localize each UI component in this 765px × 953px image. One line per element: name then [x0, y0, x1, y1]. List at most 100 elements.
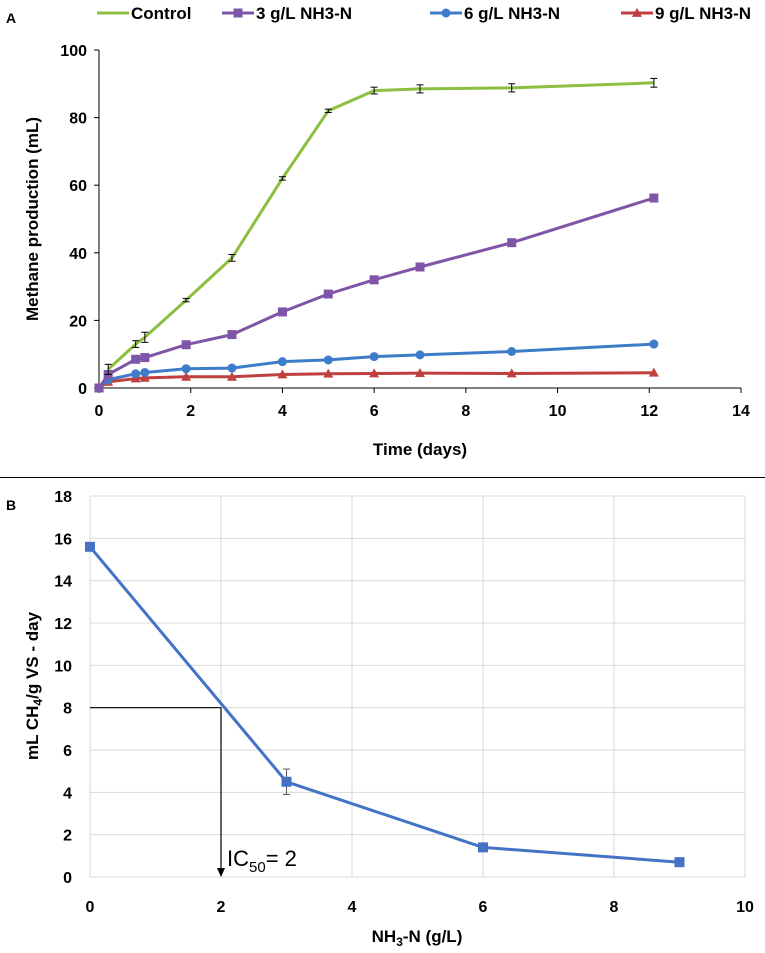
data-point — [94, 383, 104, 393]
data-point — [181, 371, 192, 381]
series-3-g-l-nh3-n — [94, 193, 659, 393]
legend-marker — [441, 8, 451, 18]
legend-label: 6 g/L NH3-N — [464, 4, 560, 23]
data-point — [277, 369, 288, 379]
data-point — [507, 346, 517, 356]
series-line — [88, 545, 680, 864]
ic50-label: IC50= 2 — [227, 846, 297, 876]
y-axis-title-b: mL CH4/g VS - day — [23, 611, 45, 760]
x-tick-label: 0 — [95, 403, 104, 420]
data-point — [323, 289, 333, 299]
data-point — [369, 275, 379, 285]
y-tick-label: 18 — [54, 489, 72, 506]
x-tick-label: 4 — [348, 899, 357, 916]
data-point — [323, 355, 333, 365]
legend-item: 3 g/L NH3-N — [222, 4, 352, 23]
legend-marker — [233, 8, 243, 18]
x-tick-label: 2 — [186, 403, 195, 420]
y-tick-label: 40 — [69, 246, 87, 263]
legend-label: 9 g/L NH3-N — [655, 4, 751, 23]
legend-item: 9 g/L NH3-N — [621, 4, 751, 23]
ic50-arrow-head — [217, 868, 225, 877]
y-tick-label: 12 — [54, 616, 72, 633]
data-point — [648, 367, 659, 377]
series-rate — [85, 541, 685, 868]
data-point — [507, 238, 517, 248]
x-tick-label: 10 — [736, 899, 754, 916]
legend-item: Control — [97, 4, 191, 23]
series-line — [107, 81, 654, 371]
panel-b-letter: B — [6, 497, 16, 513]
panel-a: A Control 3 g/L NH3-N 6 g/L NH3-N 9 g/L NH3… — [6, 4, 751, 459]
x-tick-label: 6 — [370, 403, 379, 420]
data-point — [181, 364, 191, 374]
legend-marker — [632, 7, 642, 17]
panel-b: B 0 2 4 6 8 10 12 14 16 18 0 2 4 6 8 10 NH3-N (g/L) mL … — [6, 489, 754, 949]
data-point — [139, 372, 150, 382]
y-tick-label: 10 — [54, 658, 72, 675]
series-6-g-l-nh3-n — [94, 339, 659, 393]
x-tick-label: 10 — [549, 403, 567, 420]
data-point — [649, 339, 659, 349]
data-point — [277, 307, 287, 317]
data-point — [369, 352, 379, 362]
y-tick-label: 6 — [63, 743, 72, 760]
x-tick-label: 14 — [732, 403, 750, 420]
x-tick-label: 12 — [640, 403, 658, 420]
data-point — [85, 541, 95, 552]
legend-item: 6 g/L NH3-N — [430, 4, 560, 23]
data-point — [415, 350, 425, 360]
x-tick-label: 8 — [610, 899, 619, 916]
data-point — [226, 371, 237, 381]
y-tick-label: 16 — [54, 531, 72, 548]
data-point — [227, 330, 237, 340]
data-point — [649, 193, 659, 203]
data-point — [131, 369, 141, 379]
y-tick-label: 0 — [78, 381, 87, 398]
legend-label: Control — [131, 4, 191, 23]
y-tick-label: 80 — [69, 111, 87, 128]
x-tick-label: 4 — [278, 403, 287, 420]
x-tick-label: 6 — [479, 899, 488, 916]
y-tick-label: 60 — [69, 178, 87, 195]
data-point — [281, 776, 292, 787]
data-point — [369, 368, 380, 378]
data-point — [323, 368, 334, 378]
y-tick-label: 2 — [63, 828, 72, 845]
panel-b-axes: 0 2 4 6 8 10 12 14 16 18 0 2 4 6 8 10 — [54, 489, 754, 916]
y-tick-label: 8 — [63, 701, 72, 718]
y-tick-label: 4 — [63, 785, 72, 802]
x-axis-title-b: NH3-N (g/L) — [372, 927, 463, 949]
series-control — [104, 77, 658, 375]
x-tick-label: 8 — [461, 403, 470, 420]
y-tick-label: 0 — [63, 870, 72, 887]
data-point — [674, 857, 685, 868]
data-point — [131, 354, 141, 364]
x-axis-title: Time (days) — [373, 440, 467, 459]
panel-a-letter: A — [6, 10, 16, 26]
legend-label: 3 g/L NH3-N — [256, 4, 352, 23]
y-tick-label: 14 — [54, 574, 72, 591]
data-point — [478, 842, 488, 853]
y-tick-label: 100 — [60, 43, 87, 60]
series-line — [97, 196, 655, 389]
x-tick-label: 0 — [86, 899, 95, 916]
data-point — [415, 262, 425, 272]
data-point — [140, 353, 150, 363]
x-tick-label: 2 — [217, 899, 226, 916]
data-point — [140, 367, 150, 377]
data-point — [506, 368, 517, 378]
data-point — [277, 357, 287, 367]
panel-a-axes: 0 20 40 60 80 100 0 2 4 6 8 10 12 14 — [60, 43, 750, 420]
series-line — [97, 342, 654, 390]
legend: Control 3 g/L NH3-N 6 g/L NH3-N 9 g/L NH3-N — [97, 4, 751, 23]
y-tick-label: 20 — [69, 313, 87, 330]
data-point — [227, 363, 237, 373]
y-axis-title: Methane production (mL) — [23, 117, 42, 321]
series-line — [98, 371, 654, 390]
panel-b-plot — [85, 541, 685, 877]
data-point — [415, 367, 425, 377]
panel-a-plot — [94, 77, 659, 393]
data-point — [181, 340, 191, 350]
